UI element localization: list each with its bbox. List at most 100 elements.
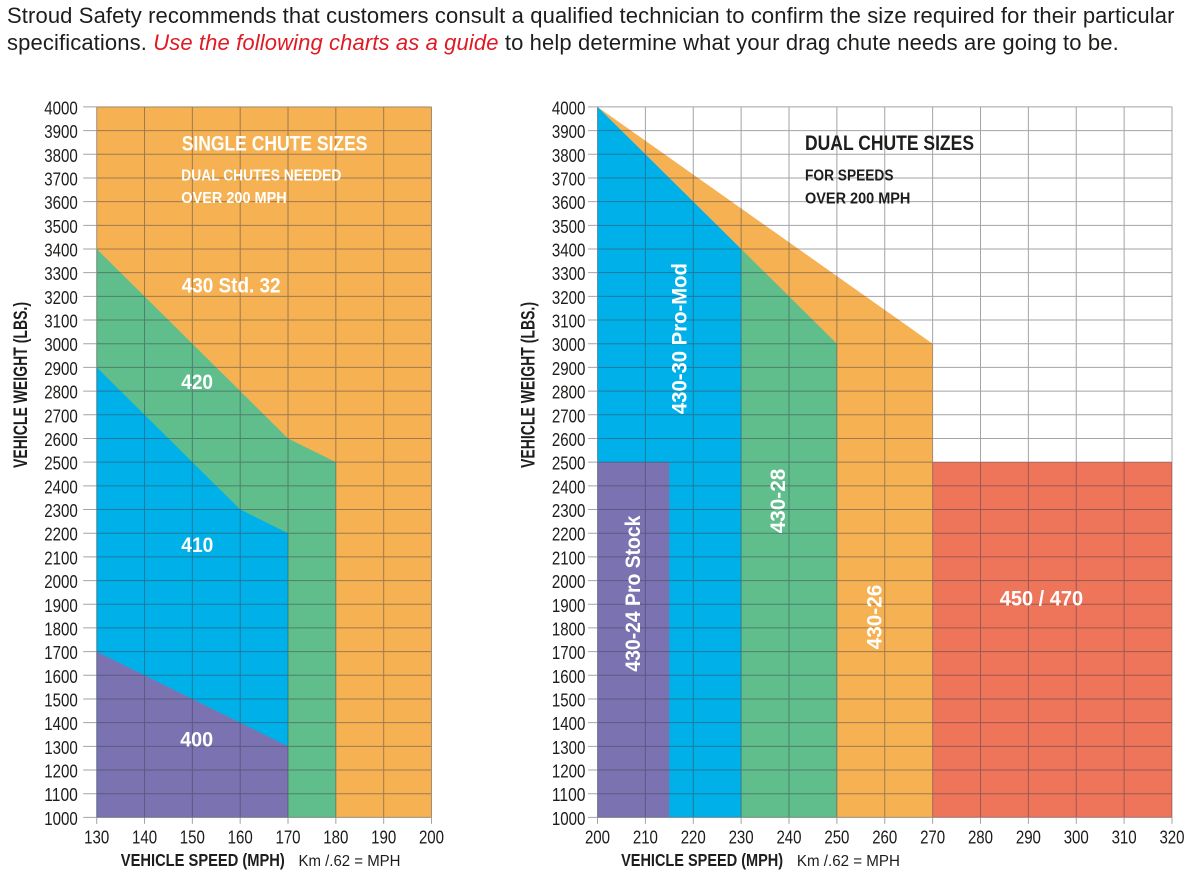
svg-text:2000: 2000 xyxy=(552,571,586,592)
svg-text:3300: 3300 xyxy=(552,263,586,284)
svg-text:2800: 2800 xyxy=(44,382,78,403)
svg-text:VEHICLE WEIGHT (LBS.): VEHICLE WEIGHT (LBS.) xyxy=(10,302,32,468)
svg-text:1100: 1100 xyxy=(552,784,586,805)
svg-text:1600: 1600 xyxy=(552,666,586,687)
svg-text:1800: 1800 xyxy=(552,618,586,639)
svg-text:2800: 2800 xyxy=(552,382,586,403)
svg-text:450 / 470: 450 / 470 xyxy=(1000,587,1083,610)
svg-text:400: 400 xyxy=(180,728,213,751)
svg-text:170: 170 xyxy=(275,827,300,848)
svg-text:310: 310 xyxy=(1112,827,1137,848)
svg-text:OVER 200 MPH: OVER 200 MPH xyxy=(181,190,286,207)
svg-text:1900: 1900 xyxy=(552,595,586,616)
svg-text:2500: 2500 xyxy=(552,453,586,474)
svg-text:220: 220 xyxy=(681,827,706,848)
svg-text:150: 150 xyxy=(180,827,205,848)
svg-text:1300: 1300 xyxy=(44,737,78,758)
svg-text:Km /.62 = MPH: Km /.62 = MPH xyxy=(299,853,401,870)
svg-text:300: 300 xyxy=(1064,827,1089,848)
svg-text:200: 200 xyxy=(419,827,444,848)
svg-text:SINGLE CHUTE SIZES: SINGLE CHUTE SIZES xyxy=(182,133,368,156)
svg-text:200: 200 xyxy=(585,827,610,848)
svg-text:VEHICLE WEIGHT (LBS.): VEHICLE WEIGHT (LBS.) xyxy=(518,302,540,468)
svg-text:OVER 200 MPH: OVER 200 MPH xyxy=(805,190,910,207)
svg-text:3900: 3900 xyxy=(552,121,586,142)
svg-text:280: 280 xyxy=(968,827,993,848)
svg-text:190: 190 xyxy=(371,827,396,848)
svg-text:3200: 3200 xyxy=(44,287,78,308)
svg-text:320: 320 xyxy=(1159,827,1184,848)
svg-text:1200: 1200 xyxy=(44,761,78,782)
svg-text:1400: 1400 xyxy=(44,713,78,734)
svg-text:3600: 3600 xyxy=(44,192,78,213)
svg-text:430-30 Pro-Mod: 430-30 Pro-Mod xyxy=(669,263,692,414)
svg-text:3600: 3600 xyxy=(552,192,586,213)
svg-text:2900: 2900 xyxy=(552,358,586,379)
svg-text:140: 140 xyxy=(132,827,157,848)
svg-text:250: 250 xyxy=(824,827,849,848)
svg-text:3300: 3300 xyxy=(44,263,78,284)
svg-text:3800: 3800 xyxy=(552,145,586,166)
svg-text:2300: 2300 xyxy=(552,500,586,521)
svg-text:3000: 3000 xyxy=(44,334,78,355)
svg-text:3800: 3800 xyxy=(44,145,78,166)
svg-text:VEHICLE SPEED (MPH): VEHICLE SPEED (MPH) xyxy=(621,850,783,870)
svg-text:DUAL CHUTES NEEDED: DUAL CHUTES NEEDED xyxy=(181,168,341,185)
svg-text:2400: 2400 xyxy=(44,476,78,497)
svg-text:FOR SPEEDS: FOR SPEEDS xyxy=(805,167,894,184)
svg-text:1300: 1300 xyxy=(552,737,586,758)
svg-text:420: 420 xyxy=(181,371,213,394)
svg-text:1700: 1700 xyxy=(44,642,78,663)
svg-text:1400: 1400 xyxy=(552,713,586,734)
svg-text:290: 290 xyxy=(1016,827,1041,848)
svg-text:2600: 2600 xyxy=(552,429,586,450)
svg-text:3100: 3100 xyxy=(44,311,78,332)
svg-text:1200: 1200 xyxy=(552,761,586,782)
svg-text:3700: 3700 xyxy=(552,168,586,189)
svg-text:2700: 2700 xyxy=(552,405,586,426)
svg-text:2600: 2600 xyxy=(44,429,78,450)
svg-text:260: 260 xyxy=(872,827,897,848)
svg-text:180: 180 xyxy=(323,827,348,848)
svg-text:1600: 1600 xyxy=(44,666,78,687)
svg-text:DUAL CHUTE SIZES: DUAL CHUTE SIZES xyxy=(805,132,974,155)
svg-text:3000: 3000 xyxy=(552,334,586,355)
svg-text:1000: 1000 xyxy=(44,808,78,829)
svg-text:1800: 1800 xyxy=(44,618,78,639)
svg-text:3400: 3400 xyxy=(44,240,78,261)
svg-text:1500: 1500 xyxy=(552,689,586,710)
svg-text:4000: 4000 xyxy=(552,97,586,118)
svg-text:1500: 1500 xyxy=(44,689,78,710)
svg-text:3100: 3100 xyxy=(552,311,586,332)
svg-text:Km /.62 = MPH: Km /.62 = MPH xyxy=(797,853,900,870)
svg-text:1900: 1900 xyxy=(44,595,78,616)
svg-text:2500: 2500 xyxy=(44,453,78,474)
svg-text:2200: 2200 xyxy=(552,524,586,545)
svg-text:3500: 3500 xyxy=(44,216,78,237)
svg-text:2300: 2300 xyxy=(44,500,78,521)
svg-text:430 Std. 32: 430 Std. 32 xyxy=(182,275,281,298)
svg-text:410: 410 xyxy=(181,534,213,557)
svg-text:430-24 Pro Stock: 430-24 Pro Stock xyxy=(622,515,645,671)
svg-text:VEHICLE SPEED (MPH): VEHICLE SPEED (MPH) xyxy=(121,850,285,870)
svg-text:430-26: 430-26 xyxy=(864,585,887,650)
svg-text:130: 130 xyxy=(84,827,109,848)
svg-text:3500: 3500 xyxy=(552,216,586,237)
svg-text:3700: 3700 xyxy=(44,168,78,189)
svg-text:270: 270 xyxy=(920,827,945,848)
svg-text:230: 230 xyxy=(729,827,754,848)
svg-text:3900: 3900 xyxy=(44,121,78,142)
svg-text:2200: 2200 xyxy=(44,524,78,545)
svg-text:2100: 2100 xyxy=(44,547,78,568)
svg-text:3200: 3200 xyxy=(552,287,586,308)
svg-text:2100: 2100 xyxy=(552,547,586,568)
svg-text:4000: 4000 xyxy=(44,97,78,118)
svg-text:2000: 2000 xyxy=(44,571,78,592)
svg-text:1000: 1000 xyxy=(552,808,586,829)
svg-text:210: 210 xyxy=(633,827,658,848)
svg-text:2400: 2400 xyxy=(552,476,586,497)
svg-text:430-28: 430-28 xyxy=(767,469,790,534)
svg-text:240: 240 xyxy=(776,827,801,848)
svg-text:3400: 3400 xyxy=(552,240,586,261)
svg-text:2700: 2700 xyxy=(44,405,78,426)
